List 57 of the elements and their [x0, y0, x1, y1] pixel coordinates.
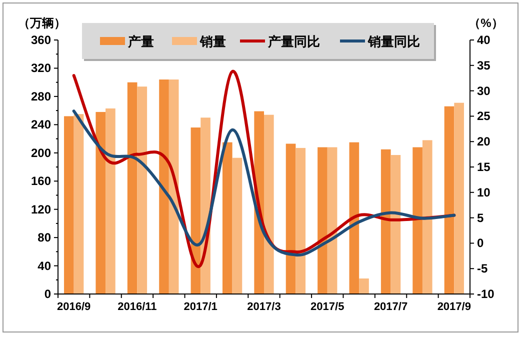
y2-tick-label: 5: [477, 210, 484, 225]
y-tick-label: 320: [30, 61, 52, 76]
bar: [444, 106, 454, 294]
x-tick-label: 2017/5: [310, 301, 344, 313]
y-tick-label: 160: [30, 174, 52, 188]
bar: [127, 82, 138, 294]
y2-tick-label: -5: [477, 262, 488, 276]
y-tick-label: 240: [30, 118, 52, 132]
legend-label: 产量同比: [267, 34, 320, 49]
bar: [286, 144, 296, 294]
bar: [96, 112, 106, 294]
legend-label: 销量同比: [367, 34, 420, 49]
x-tick-label: 2017/1: [184, 301, 218, 313]
bar: [380, 149, 391, 294]
y2-tick-label: 0: [477, 236, 484, 250]
y-tick-label: 200: [30, 146, 52, 160]
legend-label: 销量: [199, 34, 226, 49]
bar: [349, 142, 360, 294]
y-tick-label: 360: [30, 33, 52, 47]
bar: [412, 147, 422, 294]
bar: [327, 147, 338, 294]
y2-tick-label: 35: [477, 58, 491, 72]
y2-tick-label: 30: [477, 84, 491, 98]
bar: [318, 147, 328, 294]
y2-tick-label: -10: [477, 287, 495, 301]
bar: [190, 127, 201, 294]
bar: [106, 108, 116, 294]
legend-label: 产量: [127, 34, 154, 49]
bar: [222, 142, 232, 294]
bar: [74, 114, 84, 294]
y-tick-label: 80: [38, 230, 52, 245]
bar: [359, 278, 369, 294]
y2-axis-title: （%）: [468, 16, 504, 30]
bar: [264, 114, 274, 294]
x-tick-label: 2016/9: [57, 301, 91, 313]
bar: [64, 116, 74, 294]
bar: [159, 80, 169, 294]
bar: [454, 102, 464, 294]
y2-tick-label: 15: [477, 160, 491, 174]
x-tick-label: 2017/7: [374, 301, 408, 313]
y2-tick-label: 20: [477, 134, 491, 149]
x-tick-label: 2017/3: [247, 301, 281, 313]
bar: [137, 86, 148, 294]
y2-tick-label: 10: [477, 185, 491, 200]
y-tick-label: 280: [30, 89, 52, 104]
x-tick-label: 2017/9: [437, 301, 471, 313]
y-tick-label: 40: [38, 258, 52, 273]
bar: [390, 155, 401, 294]
y-tick-label: 0: [44, 287, 52, 301]
bar: [296, 148, 306, 294]
y-tick-label: 120: [30, 202, 52, 216]
bar: [422, 140, 432, 294]
y-axis-title: （万辆）: [18, 16, 66, 30]
x-tick-label: 2016/11: [118, 301, 157, 313]
bar: [232, 158, 242, 294]
y2-tick-label: 40: [477, 33, 491, 47]
y2-tick-label: 25: [477, 109, 491, 124]
